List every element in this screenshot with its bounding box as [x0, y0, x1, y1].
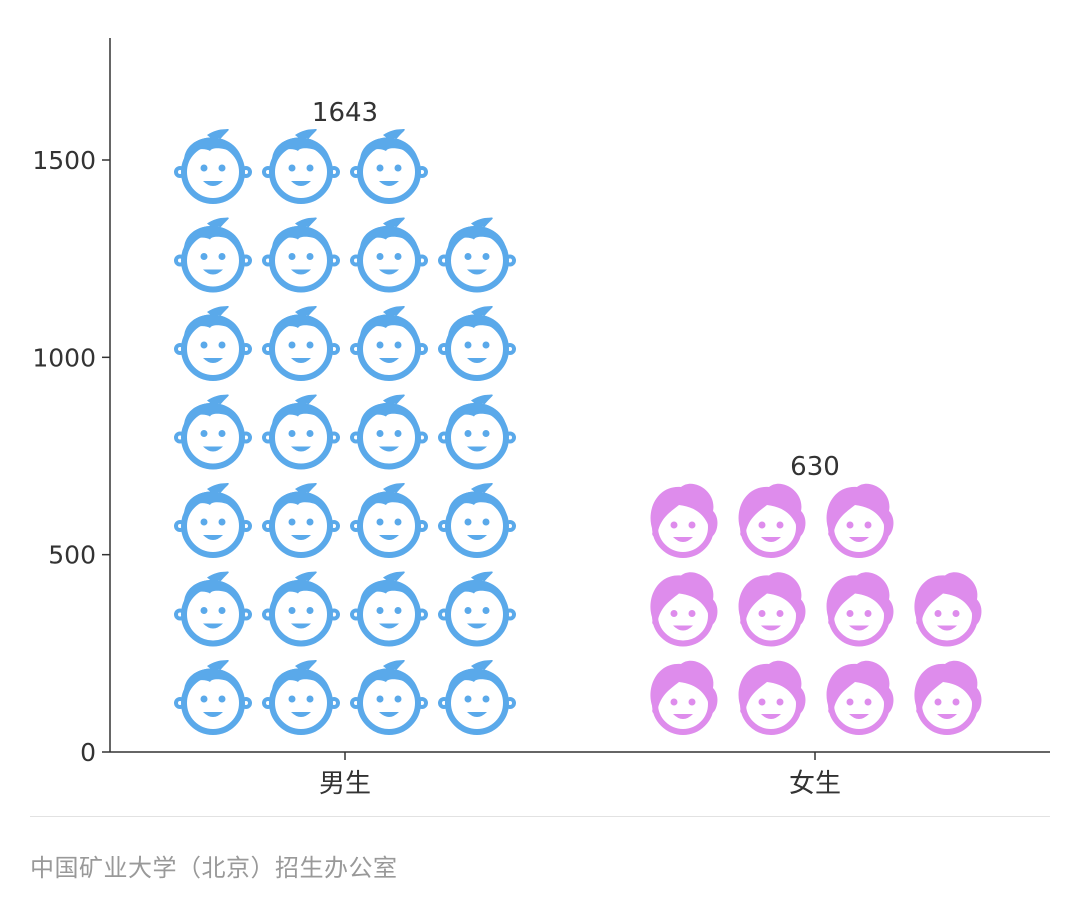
y-tick-label: 500 — [48, 541, 96, 570]
girl-face-icon — [739, 661, 806, 732]
girl-face-icon — [651, 661, 718, 732]
boy-face-icon — [352, 483, 426, 555]
boy-face-icon — [264, 660, 338, 732]
girl-face-icon — [827, 572, 894, 643]
data-label: 1643 — [312, 98, 378, 128]
boy-face-icon — [176, 306, 250, 378]
boy-face-icon — [440, 395, 514, 467]
girl-face-icon — [651, 484, 718, 555]
boy-face-icon — [264, 395, 338, 467]
boy-face-icon — [264, 572, 338, 644]
boy-face-icon — [264, 218, 338, 290]
boy-face-icon — [352, 572, 426, 644]
y-tick-label: 1000 — [32, 343, 96, 372]
boy-face-icon — [352, 129, 426, 201]
boy-face-icon — [440, 572, 514, 644]
boy-face-icon — [440, 660, 514, 732]
girl-face-icon — [827, 484, 894, 555]
x-tick-label: 女生 — [789, 769, 841, 799]
footer-divider — [30, 816, 1050, 817]
source-caption: 中国矿业大学（北京）招生办公室 — [30, 854, 398, 882]
boy-face-icon — [176, 129, 250, 201]
boy-face-icon — [440, 218, 514, 290]
boy-face-icon — [440, 306, 514, 378]
girl-face-icon — [915, 661, 982, 732]
boy-face-icon — [264, 129, 338, 201]
girl-face-icon — [651, 572, 718, 643]
boy-face-icon — [176, 660, 250, 732]
data-label: 630 — [790, 452, 840, 482]
boy-face-icon — [176, 572, 250, 644]
x-tick-label: 男生 — [319, 769, 371, 799]
girl-face-icon — [739, 484, 806, 555]
pictogram-chart: 0 500 1000 1500 男生 女生 1643 630 — [32, 38, 1050, 799]
girl-face-icon — [827, 661, 894, 732]
boy-face-icon — [176, 395, 250, 467]
boy-face-icon — [176, 483, 250, 555]
boy-face-icon — [176, 218, 250, 290]
y-tick-label: 1500 — [32, 146, 96, 175]
boy-face-icon — [352, 395, 426, 467]
boy-face-icon — [352, 218, 426, 290]
boy-face-icon — [352, 306, 426, 378]
boy-face-icon — [440, 483, 514, 555]
y-tick-label: 0 — [80, 738, 96, 767]
girl-face-icon — [739, 572, 806, 643]
boy-face-icon — [264, 483, 338, 555]
girl-face-icon — [915, 572, 982, 643]
boy-face-icon — [352, 660, 426, 732]
boy-face-icon — [264, 306, 338, 378]
